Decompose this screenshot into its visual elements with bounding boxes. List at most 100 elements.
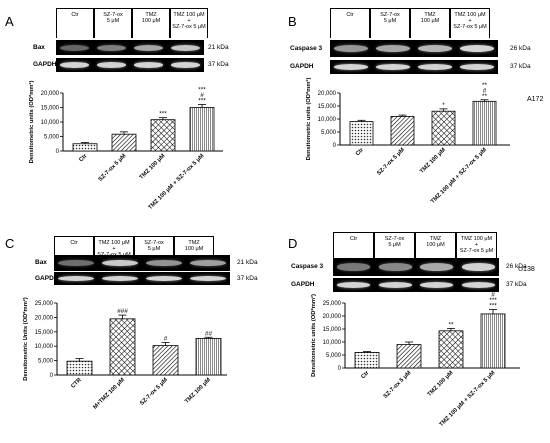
significance-mark: *	[442, 102, 445, 109]
blot-kda-label: 37 kDa	[237, 274, 258, 282]
bar	[480, 313, 506, 369]
target-blot	[333, 258, 499, 276]
x-tick-label: Ctr	[360, 370, 371, 381]
protein-band	[58, 275, 94, 282]
protein-band	[420, 282, 454, 288]
lane-header-box	[370, 8, 410, 38]
y-tick-label: 10,000	[35, 344, 54, 350]
y-tick-label: 15,000	[318, 104, 337, 110]
bar	[195, 338, 222, 376]
protein-band	[102, 275, 138, 282]
target-blot	[330, 40, 498, 57]
panel-letter: C	[5, 236, 15, 251]
protein-band	[418, 45, 452, 52]
lane-header-label: TMZ 100 μM	[420, 12, 440, 24]
lane-header-label: TMZ 100 μM+SZ-7-ox 5 μM	[453, 12, 487, 30]
lane-header-box	[456, 232, 497, 258]
lane-header-label: SZ-7-ox 5 μM	[103, 12, 123, 24]
bar	[438, 330, 464, 369]
significance-mark: **	[482, 93, 488, 100]
y-tick-label: 0	[333, 143, 337, 149]
lane-header-box	[94, 236, 134, 262]
lane-header-box	[134, 236, 174, 262]
lane-header-box	[174, 236, 214, 262]
significance-mark: #	[164, 335, 168, 342]
gapdh-blot	[56, 58, 204, 72]
protein-band	[376, 45, 410, 52]
bar	[349, 121, 374, 146]
protein-band	[337, 263, 371, 271]
protein-band	[96, 62, 127, 68]
bar	[150, 119, 176, 152]
x-tick-label: Ctr	[355, 147, 366, 158]
lane-header-label: Ctr	[70, 240, 78, 246]
significance-mark: ***	[159, 111, 167, 118]
y-tick-label: 15,000	[41, 106, 60, 112]
significance-mark: **	[482, 82, 488, 89]
significance-mark: ***	[489, 303, 497, 310]
blot-protein-label: GAPDH	[291, 281, 315, 288]
x-tick-label: SZ-7-ox 5 μM	[383, 370, 413, 400]
y-tick-label: 25,000	[35, 301, 54, 307]
protein-band	[58, 259, 94, 267]
lane-header-box	[330, 8, 370, 38]
lane-header-label: Ctr	[346, 12, 354, 18]
blot-kda-label: 21 kDa	[208, 43, 229, 51]
protein-band	[190, 275, 226, 282]
protein-band	[378, 282, 412, 288]
gapdh-blot	[54, 272, 230, 285]
x-tick-label: SZ-7-ox 5 μM	[98, 153, 128, 183]
protein-band	[418, 64, 452, 70]
bar	[66, 360, 93, 376]
protein-band	[461, 263, 495, 271]
x-tick-label: SZ-7-ox 5 μM	[376, 147, 406, 177]
blot-kda-label: 26 kDa	[506, 263, 527, 270]
y-tick-label: 15,000	[323, 327, 342, 333]
bar	[396, 344, 422, 369]
lane-header-box	[54, 236, 94, 262]
x-tick-label: Ctr	[78, 153, 89, 164]
significance-mark: ***	[489, 297, 497, 304]
panel-letter: D	[288, 236, 298, 251]
blot-protein-label: Caspase 3	[291, 263, 324, 270]
x-tick-label: TMZ 100 μM + SZ-7-ox 5 μM	[148, 153, 206, 211]
protein-band	[461, 282, 495, 288]
x-tick-label: TMZ 100 μM	[139, 153, 167, 181]
protein-band	[59, 62, 90, 68]
y-tick-label: 5,000	[38, 359, 54, 365]
y-tick-label: 10,000	[41, 120, 60, 126]
lane-header-box	[94, 8, 132, 38]
y-tick-label: 20,000	[318, 91, 337, 97]
lane-header-box	[56, 8, 94, 38]
y-tick-label: 20,000	[323, 314, 342, 320]
y-tick-label: 10,000	[323, 340, 342, 346]
protein-band	[420, 263, 454, 271]
lane-header-box	[170, 8, 208, 38]
blot-protein-label: Bax	[33, 43, 45, 51]
protein-band	[96, 44, 127, 51]
y-tick-label: 20,000	[35, 315, 54, 321]
x-tick-label: M+TMZ 100 μM	[92, 377, 126, 411]
significance-mark: #	[483, 87, 487, 94]
significance-mark: ##	[205, 330, 213, 337]
y-tick-label: 5,000	[321, 130, 337, 136]
bar	[390, 116, 415, 146]
y-tick-label: 5,000	[326, 353, 342, 359]
bar	[472, 100, 497, 146]
panel-letter: A	[5, 14, 14, 29]
gapdh-blot	[330, 60, 498, 74]
significance-mark: #	[491, 292, 495, 299]
bar	[109, 318, 136, 376]
lane-header-label: Ctr	[71, 12, 79, 18]
y-axis-label: Densitometric units (OD*mm²)	[28, 81, 35, 164]
protein-band	[170, 62, 201, 68]
protein-band	[190, 259, 226, 267]
lane-header-label: SZ-7-ox 5 μM	[380, 12, 400, 24]
significance-mark: ***	[198, 98, 206, 105]
x-tick-label: SZ-7-ox 5 μM	[139, 377, 169, 407]
y-axis-label: Densitometric units (OD*mm²)	[305, 78, 312, 161]
lane-header-label: TMZ 100 μM	[426, 236, 445, 248]
lane-header-box	[333, 232, 374, 258]
lane-header-box	[450, 8, 490, 38]
y-tick-label: 0	[50, 373, 54, 379]
